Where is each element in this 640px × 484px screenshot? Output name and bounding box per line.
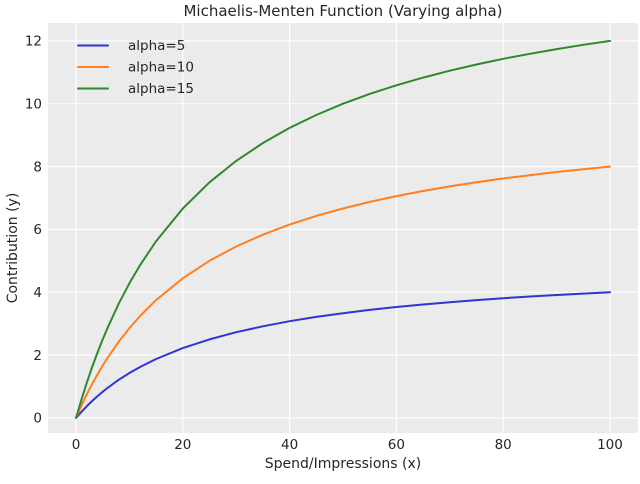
- legend-item: alpha=5: [77, 38, 185, 54]
- y-tick-label: 0: [33, 411, 42, 427]
- curve-alpha=10: [75, 165, 611, 419]
- curves: [75, 39, 611, 419]
- chart-title: Michaelis-Menten Function (Varying alpha…: [183, 2, 502, 20]
- y-tick-labels: 0 2 4 6 8 10 12: [25, 34, 42, 427]
- x-tick-labels: 0 20 40 60 80 100: [72, 437, 623, 453]
- legend-label: alpha=15: [128, 81, 194, 97]
- x-tick-label: 100: [597, 437, 623, 453]
- legend: alpha=5 alpha=10 alpha=15: [77, 38, 194, 97]
- gridlines: [48, 23, 638, 433]
- x-tick-label: 0: [72, 437, 81, 453]
- x-tick-label: 20: [174, 437, 191, 453]
- curve-alpha=15: [75, 39, 611, 419]
- y-tick-label: 8: [33, 159, 42, 175]
- x-tick-label: 40: [281, 437, 298, 453]
- x-tick-label: 60: [388, 437, 405, 453]
- legend-item: alpha=10: [77, 60, 194, 76]
- y-tick-label: 10: [25, 96, 42, 112]
- x-axis-label: Spend/Impressions (x): [265, 456, 421, 472]
- y-tick-label: 2: [33, 348, 42, 364]
- y-tick-label: 4: [33, 285, 42, 301]
- legend-item: alpha=15: [77, 81, 194, 97]
- x-tick-label: 80: [495, 437, 512, 453]
- y-axis-label: Contribution (y): [5, 193, 21, 304]
- y-tick-label: 6: [33, 222, 42, 238]
- curve-alpha=5: [75, 291, 611, 419]
- y-tick-label: 12: [25, 34, 42, 50]
- legend-label: alpha=5: [128, 38, 185, 54]
- legend-label: alpha=10: [128, 60, 194, 76]
